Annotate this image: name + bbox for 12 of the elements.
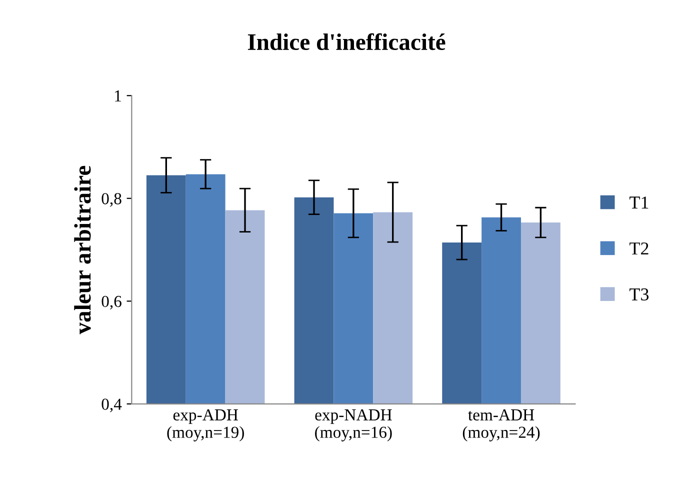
y-axis-title: valeur arbitraire	[74, 166, 91, 334]
x-tick-label: exp-ADH (moy,n=19)	[167, 409, 244, 442]
chart-title: Indice d'inefficacité	[248, 33, 446, 50]
y-tick-label: 0,4	[102, 398, 122, 412]
y-tick-label: 0,8	[102, 193, 122, 207]
x-tick-label: tem-ADH (moy,n=24)	[462, 409, 540, 442]
y-tick-label: 1	[115, 90, 121, 102]
legend-label: T3	[630, 288, 649, 301]
legend-label: T1	[630, 196, 648, 209]
legend-label: T2	[630, 242, 648, 254]
x-tick-label: exp-NADH (moy,n=16)	[315, 409, 392, 442]
y-tick-label: 0,6	[102, 296, 122, 310]
